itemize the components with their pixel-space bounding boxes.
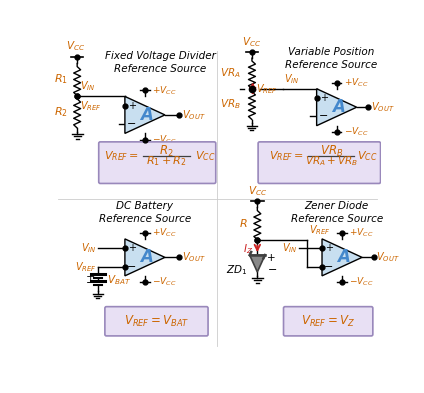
Text: $+V_{CC}$: $+V_{CC}$ [152, 84, 176, 97]
Text: $V_{OUT}$: $V_{OUT}$ [371, 100, 394, 114]
Text: $R_2$: $R_2$ [54, 105, 68, 119]
Text: +: + [128, 243, 136, 253]
Text: $+V_{CC}$: $+V_{CC}$ [349, 226, 374, 239]
Text: Variable Position
Reference Source: Variable Position Reference Source [285, 47, 377, 70]
Text: −: − [324, 262, 334, 272]
Text: $V_{REF}$: $V_{REF}$ [256, 82, 277, 95]
Text: −: − [319, 112, 328, 121]
Text: Fixed Voltage Divider
Reference Source: Fixed Voltage Divider Reference Source [105, 51, 216, 74]
Text: +: + [325, 243, 333, 253]
Text: $VR_A + VR_B$: $VR_A + VR_B$ [305, 154, 358, 168]
Text: $V_{BAT}$: $V_{BAT}$ [107, 273, 131, 286]
Text: $V_{REF} = V_{BAT}$: $V_{REF} = V_{BAT}$ [124, 314, 189, 329]
Text: −: − [268, 265, 277, 275]
Text: $V_{REF} =$: $V_{REF} =$ [269, 149, 304, 163]
Text: $V_{REF}$: $V_{REF}$ [309, 223, 331, 237]
Polygon shape [317, 89, 357, 126]
Text: $VR_A$: $VR_A$ [220, 66, 241, 80]
Text: $R$: $R$ [240, 217, 248, 230]
Text: $V_{REF}$: $V_{REF}$ [80, 99, 102, 112]
Text: $VR_B$: $VR_B$ [220, 97, 241, 111]
Text: $V_{REF} =$: $V_{REF} =$ [104, 149, 139, 163]
Text: $V_{CC}$: $V_{CC}$ [248, 184, 267, 198]
Text: $V_{OUT}$: $V_{OUT}$ [376, 250, 399, 264]
Polygon shape [125, 239, 165, 276]
Text: $V_{OUT}$: $V_{OUT}$ [182, 250, 206, 264]
Text: $V_{CC}$: $V_{CC}$ [357, 149, 378, 163]
Text: −: − [86, 278, 95, 288]
Polygon shape [125, 96, 165, 133]
Text: DC Battery
Reference Source: DC Battery Reference Source [99, 201, 191, 224]
Text: A: A [140, 106, 153, 124]
Text: $V_{IN}$: $V_{IN}$ [80, 79, 96, 93]
FancyBboxPatch shape [99, 142, 216, 184]
Text: $I_Z$: $I_Z$ [243, 242, 254, 256]
Text: $-V_{CC}$: $-V_{CC}$ [152, 133, 176, 146]
Text: −: − [127, 119, 137, 129]
Polygon shape [250, 255, 265, 272]
Text: A: A [337, 248, 350, 266]
Text: Zener Diode
Reference Source: Zener Diode Reference Source [290, 201, 383, 224]
Text: $-V_{CC}$: $-V_{CC}$ [343, 126, 368, 138]
Text: A: A [332, 98, 345, 116]
Text: $+V_{CC}$: $+V_{CC}$ [152, 226, 176, 239]
Text: A: A [140, 248, 153, 266]
Text: +: + [320, 93, 328, 103]
Text: $V_{OUT}$: $V_{OUT}$ [182, 108, 206, 122]
Text: +: + [86, 272, 95, 283]
Text: +: + [268, 253, 276, 263]
Text: $V_{REF}$: $V_{REF}$ [75, 260, 96, 274]
Text: $ZD_1$: $ZD_1$ [226, 264, 247, 277]
Text: $V_{IN}$: $V_{IN}$ [282, 241, 297, 255]
Text: $-V_{CC}$: $-V_{CC}$ [152, 276, 176, 288]
FancyBboxPatch shape [258, 142, 380, 184]
Text: $V_{IN}$: $V_{IN}$ [284, 72, 300, 86]
Text: $V_{CC}$: $V_{CC}$ [195, 149, 215, 163]
FancyBboxPatch shape [105, 307, 208, 336]
Polygon shape [322, 239, 362, 276]
Text: $V_{IN}$: $V_{IN}$ [81, 241, 96, 255]
Text: $V_{REF} = V_Z$: $V_{REF} = V_Z$ [301, 314, 355, 329]
Text: +: + [128, 101, 136, 111]
Text: $R_1$: $R_1$ [54, 73, 68, 86]
FancyBboxPatch shape [284, 307, 373, 336]
Text: −: − [127, 262, 137, 272]
Text: $V_{CC}$: $V_{CC}$ [243, 35, 262, 49]
Text: $R_2$: $R_2$ [159, 143, 174, 159]
Text: $+V_{CC}$: $+V_{CC}$ [343, 76, 368, 89]
Text: $V_{CC}$: $V_{CC}$ [66, 40, 85, 53]
Text: $R_1 + R_2$: $R_1 + R_2$ [146, 154, 187, 168]
Text: $VR_B$: $VR_B$ [320, 143, 343, 159]
Text: $-V_{CC}$: $-V_{CC}$ [349, 276, 374, 288]
